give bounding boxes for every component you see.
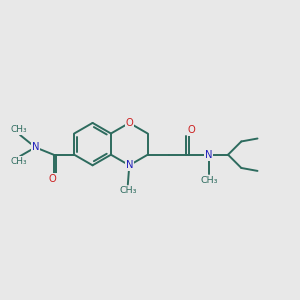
Text: CH₃: CH₃ [10, 125, 27, 134]
Text: N: N [126, 160, 133, 170]
Text: O: O [48, 174, 56, 184]
Text: O: O [188, 125, 195, 135]
Text: N: N [205, 150, 213, 160]
Text: CH₃: CH₃ [10, 157, 27, 166]
Text: O: O [125, 118, 133, 128]
Text: CH₃: CH₃ [200, 176, 218, 185]
Text: N: N [32, 142, 39, 152]
Text: CH₃: CH₃ [119, 186, 136, 195]
